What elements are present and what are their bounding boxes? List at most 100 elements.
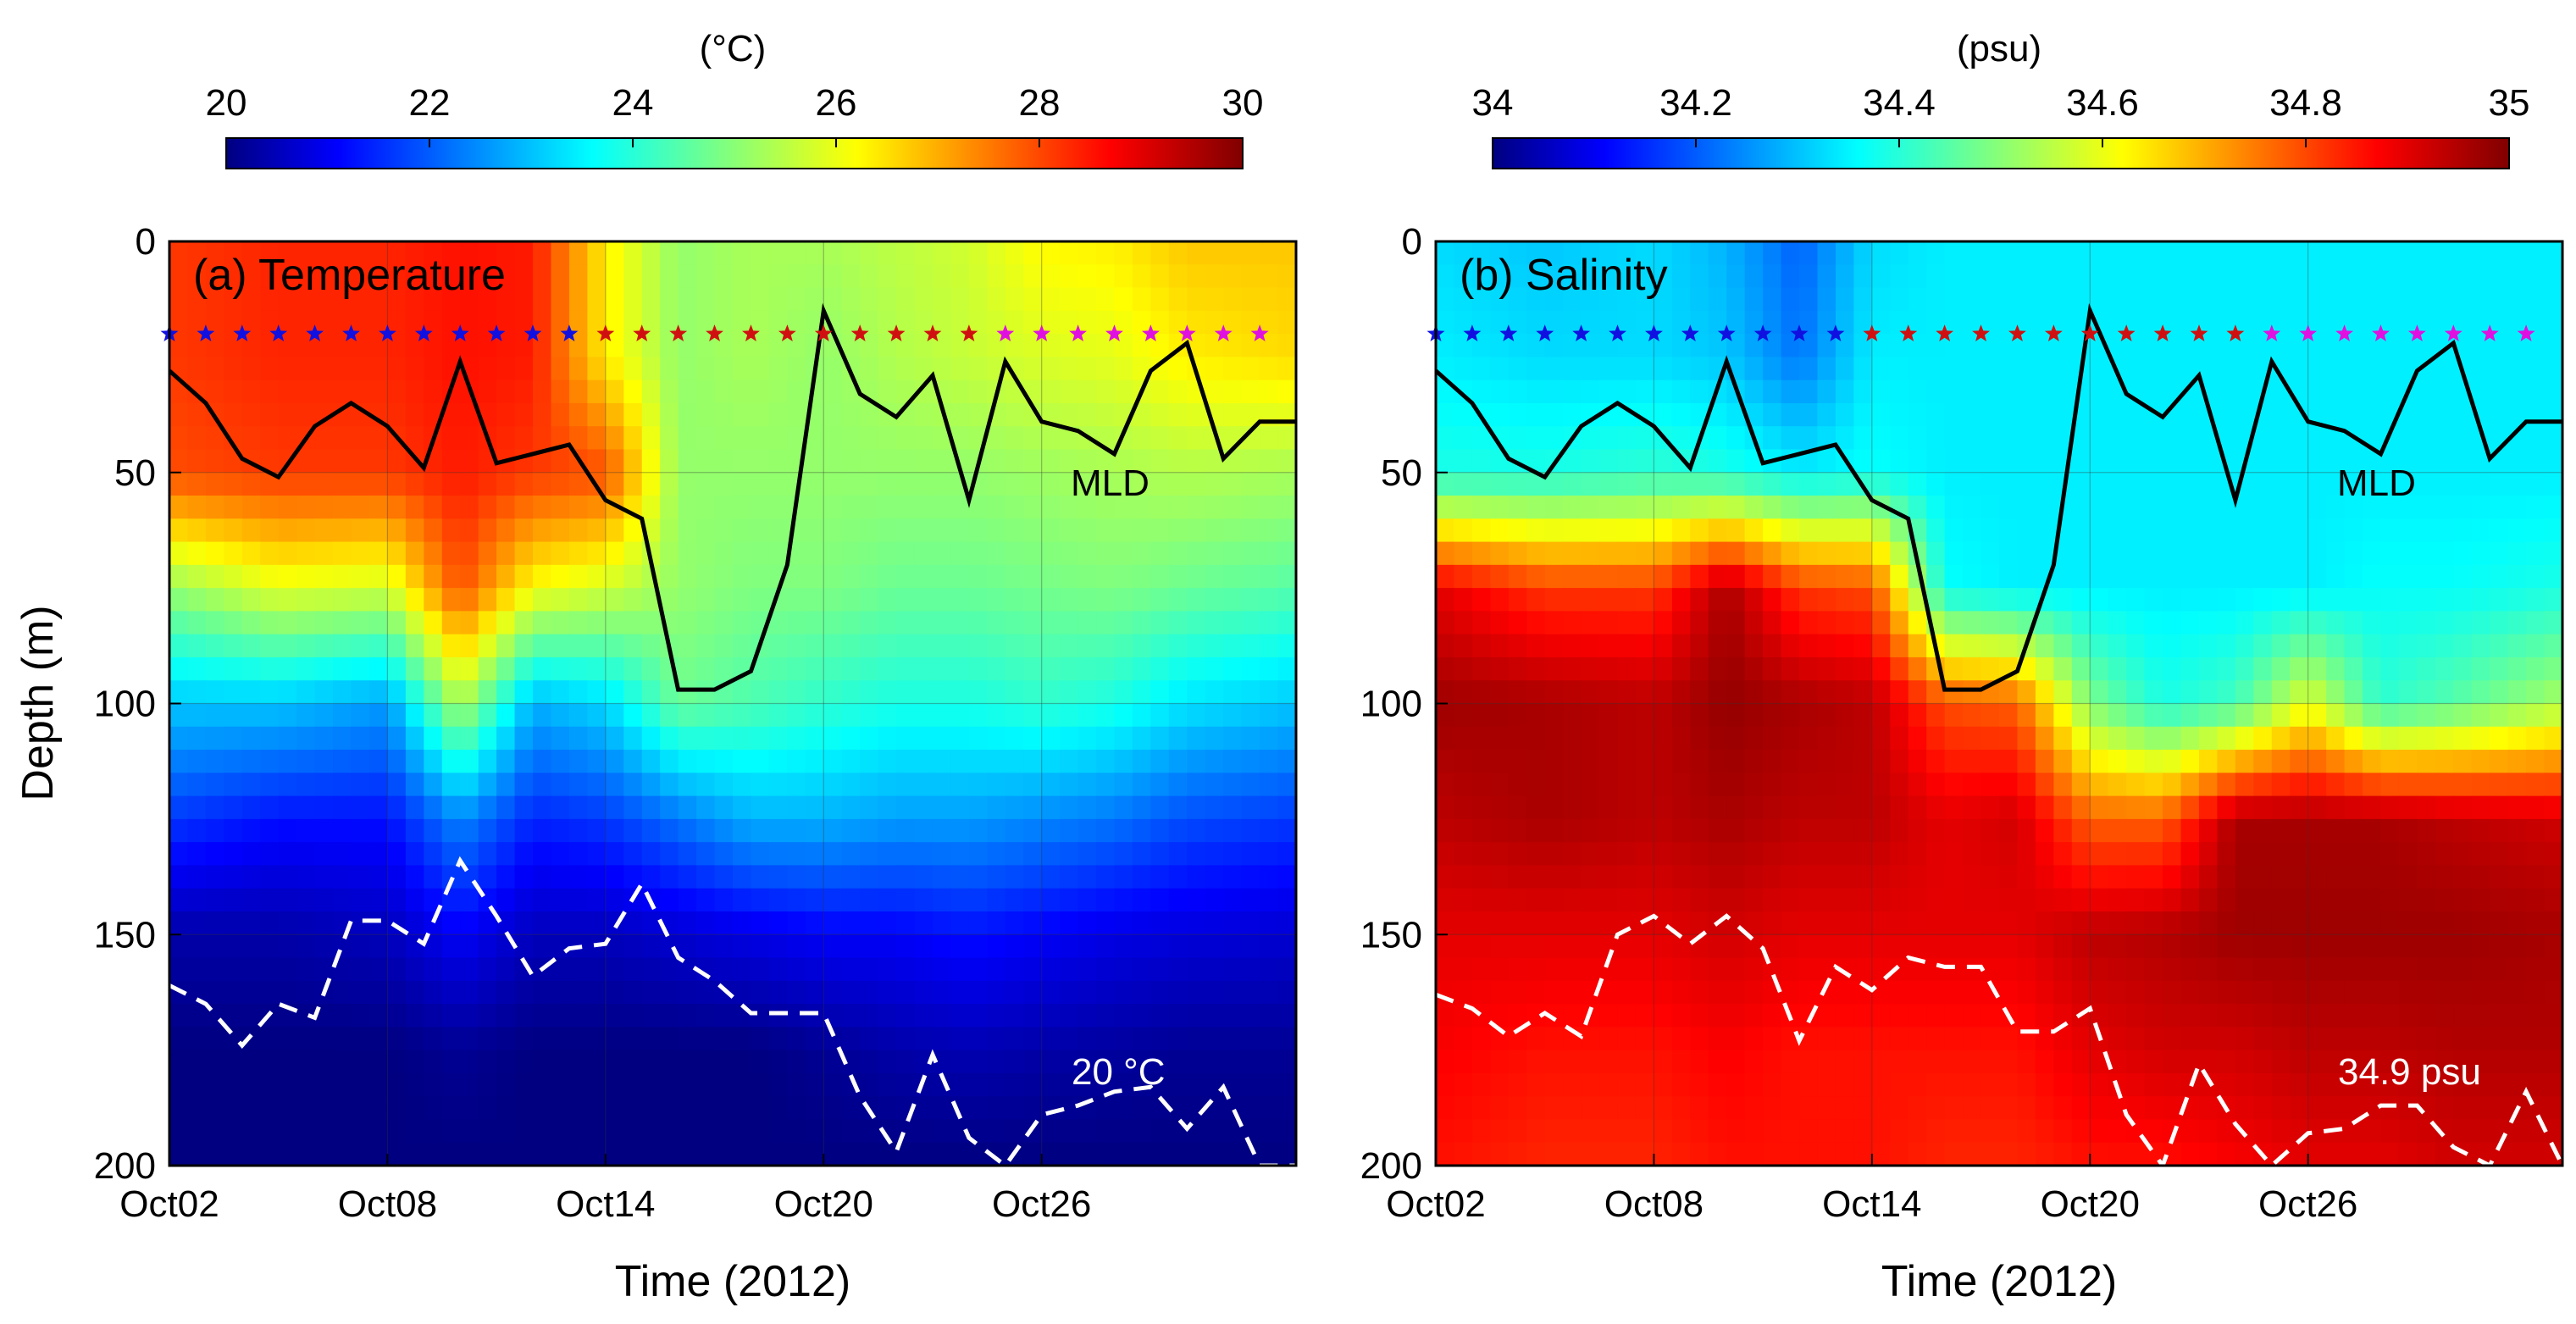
- field-cell: [1041, 449, 1061, 474]
- field-cell: [660, 472, 679, 496]
- field-cell: [1890, 888, 1909, 912]
- field-cell: [678, 957, 697, 982]
- field-cell: [551, 842, 570, 867]
- field-cell: [1490, 911, 1510, 936]
- field-cell: [2363, 564, 2382, 589]
- field-cell: [1871, 264, 1892, 289]
- field-cell: [950, 1142, 970, 1166]
- field-cell: [1132, 1096, 1152, 1121]
- field-cell: [1544, 241, 1564, 266]
- field-cell: [1690, 1027, 1709, 1051]
- field-cell: [1944, 472, 1964, 496]
- field-cell: [1060, 241, 1079, 266]
- field-cell: [333, 656, 352, 682]
- field-cell: [333, 1142, 352, 1166]
- field-cell: [260, 1072, 280, 1097]
- field-cell: [1690, 888, 1709, 912]
- field-cell: [241, 656, 262, 682]
- field-cell: [1187, 656, 1206, 682]
- field-cell: [405, 472, 425, 496]
- field-cell: [278, 496, 297, 520]
- field-cell: [2290, 750, 2309, 774]
- field-cell: [441, 1072, 462, 1097]
- field-cell: [2344, 773, 2363, 797]
- field-cell: [1835, 726, 1855, 751]
- field-cell: [1544, 842, 1564, 867]
- field-cell: [1654, 1050, 1673, 1074]
- field-cell: [1436, 656, 1455, 682]
- field-cell: [1544, 1119, 1564, 1144]
- field-cell: [2307, 611, 2327, 635]
- field-cell: [860, 426, 879, 451]
- field-cell: [1260, 518, 1279, 543]
- field-cell: [2471, 888, 2490, 912]
- field-cell: [696, 750, 716, 774]
- field-cell: [733, 1119, 752, 1144]
- field-cell: [1654, 750, 1673, 774]
- field-cell: [1114, 541, 1133, 566]
- field-cell: [1436, 541, 1455, 566]
- field-cell: [914, 496, 933, 520]
- field-cell: [241, 818, 262, 843]
- field-cell: [2035, 634, 2055, 658]
- field-cell: [2126, 957, 2146, 982]
- field-cell: [1763, 541, 1782, 566]
- field-cell: [1508, 357, 1528, 381]
- field-cell: [1999, 934, 2019, 959]
- field-cell: [205, 656, 225, 682]
- field-cell: [660, 703, 679, 728]
- field-cell: [533, 726, 552, 751]
- field-cell: [224, 241, 243, 266]
- field-cell: [1490, 310, 1510, 335]
- observation-star: [778, 324, 796, 341]
- field-cell: [1908, 357, 1927, 381]
- field-cell: [1671, 402, 1692, 427]
- field-cell: [1223, 911, 1243, 936]
- field-cell: [623, 1142, 643, 1166]
- field-cell: [2017, 703, 2036, 728]
- field-cell: [1654, 911, 1673, 936]
- field-cell: [2090, 773, 2109, 797]
- field-cell: [1508, 564, 1528, 589]
- field-cell: [2307, 1050, 2327, 1074]
- field-cell: [1205, 680, 1224, 705]
- field-cell: [2307, 634, 2327, 658]
- field-cell: [1187, 888, 1206, 912]
- field-cell: [460, 449, 479, 474]
- field-cell: [1871, 634, 1892, 658]
- field-cell: [333, 496, 352, 520]
- field-cell: [551, 911, 570, 936]
- field-cell: [2198, 264, 2219, 289]
- field-cell: [587, 795, 607, 820]
- field-cell: [1187, 795, 1206, 820]
- field-cell: [805, 1027, 825, 1051]
- field-cell: [2435, 773, 2455, 797]
- field-cell: [2108, 1027, 2127, 1051]
- field-cell: [2435, 287, 2455, 312]
- field-cell: [1563, 680, 1582, 705]
- field-cell: [2326, 496, 2346, 520]
- field-cell: [2090, 703, 2109, 728]
- field-cell: [441, 1096, 462, 1121]
- field-cell: [623, 773, 643, 797]
- field-cell: [1041, 656, 1061, 682]
- field-cell: [2290, 865, 2309, 889]
- field-cell: [1471, 634, 1492, 658]
- field-cell: [896, 980, 916, 1005]
- field-cell: [2253, 750, 2273, 774]
- field-cell: [1454, 773, 1473, 797]
- field-cell: [2035, 472, 2055, 496]
- field-cell: [1060, 773, 1079, 797]
- field-cell: [733, 703, 752, 728]
- field-cell: [387, 402, 407, 427]
- field-cell: [496, 842, 516, 867]
- field-cell: [1726, 726, 1746, 751]
- field-cell: [1023, 818, 1043, 843]
- field-cell: [587, 264, 607, 289]
- field-cell: [841, 842, 861, 867]
- field-cell: [1617, 703, 1637, 728]
- field-cell: [823, 1142, 843, 1166]
- field-cell: [932, 611, 952, 635]
- field-cell: [714, 241, 734, 266]
- field-cell: [2163, 472, 2182, 496]
